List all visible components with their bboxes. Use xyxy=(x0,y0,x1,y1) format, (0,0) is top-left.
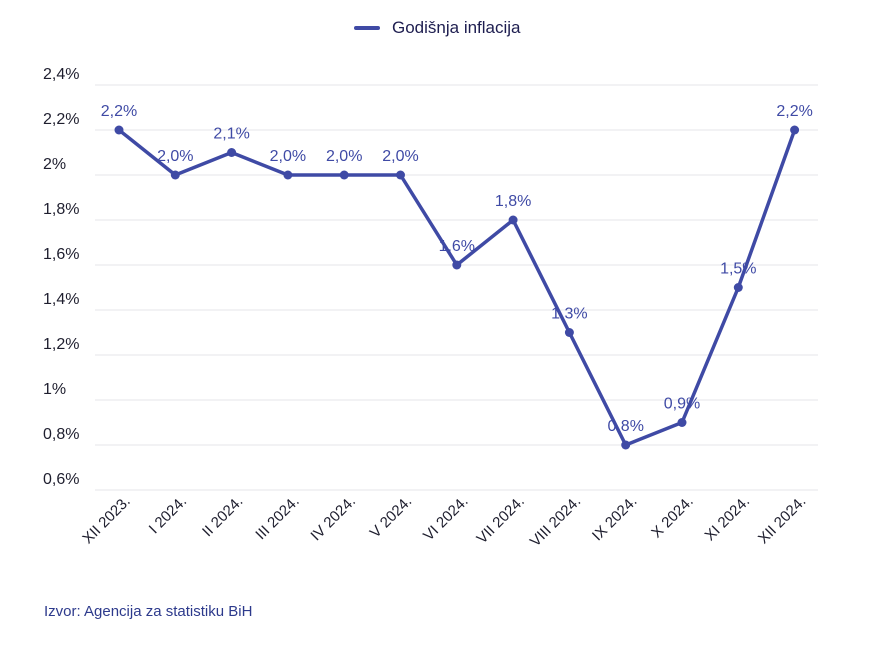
y-tick-label: 1,2% xyxy=(43,336,79,353)
data-point xyxy=(396,170,405,180)
data-point xyxy=(339,170,349,180)
x-tick-label: VI 2024. xyxy=(420,493,472,545)
data-point xyxy=(227,148,237,157)
legend: Godišnja inflacija xyxy=(354,17,521,39)
data-label: 2,0% xyxy=(270,148,306,165)
data-point xyxy=(283,170,293,180)
legend-swatch xyxy=(354,26,380,30)
data-label: 0,9% xyxy=(664,396,700,413)
x-tick-label: X 2024. xyxy=(648,493,697,542)
y-tick-label: 1% xyxy=(43,381,66,398)
y-tick-label: 1,8% xyxy=(43,201,79,218)
y-tick-label: 1,6% xyxy=(43,246,79,263)
y-tick-label: 0,8% xyxy=(43,426,79,443)
data-point xyxy=(452,260,462,270)
data-point xyxy=(564,328,574,337)
x-tick-label: III 2024. xyxy=(252,493,302,543)
data-label: 1,5% xyxy=(720,261,756,278)
data-label: 2,0% xyxy=(382,148,418,165)
data-point xyxy=(170,170,180,180)
data-label: 2,2% xyxy=(776,103,812,120)
data-point xyxy=(621,440,631,450)
legend-label: Godišnja inflacija xyxy=(392,18,521,37)
x-tick-label: VIII 2024. xyxy=(527,493,584,550)
y-tick-label: 0,6% xyxy=(43,471,79,488)
y-tick-label: 2,4% xyxy=(43,66,79,83)
x-tick-label: V 2024. xyxy=(367,493,416,542)
data-point xyxy=(677,418,687,427)
x-tick-label: II 2024. xyxy=(199,493,246,540)
x-tick-label: XII 2024. xyxy=(755,493,809,547)
x-tick-label: I 2024. xyxy=(146,493,190,537)
data-point xyxy=(508,215,518,225)
data-label: 2,0% xyxy=(326,148,362,165)
data-label: 1,6% xyxy=(439,238,475,255)
data-label: 2,0% xyxy=(157,148,193,165)
x-tick-label: XI 2024. xyxy=(702,493,754,545)
data-label: 1,3% xyxy=(551,306,587,323)
x-tick-label: IV 2024. xyxy=(307,493,359,545)
x-tick-label: IX 2024. xyxy=(589,493,641,545)
y-tick-label: 2,2% xyxy=(43,111,79,128)
data-point xyxy=(790,125,800,135)
y-tick-label: 1,4% xyxy=(43,291,79,308)
data-label: 2,2% xyxy=(101,103,137,120)
y-tick-label: 2% xyxy=(43,156,66,173)
source-note: Izvor: Agencija za statistiku BiH xyxy=(44,603,253,620)
data-label: 2,1% xyxy=(213,126,249,143)
x-tick-label: XII 2023. xyxy=(79,493,133,547)
data-point xyxy=(733,283,743,292)
data-point xyxy=(114,125,124,135)
x-tick-label: VII 2024. xyxy=(473,493,527,547)
data-label: 1,8% xyxy=(495,193,531,210)
data-label: 0,8% xyxy=(607,418,643,435)
